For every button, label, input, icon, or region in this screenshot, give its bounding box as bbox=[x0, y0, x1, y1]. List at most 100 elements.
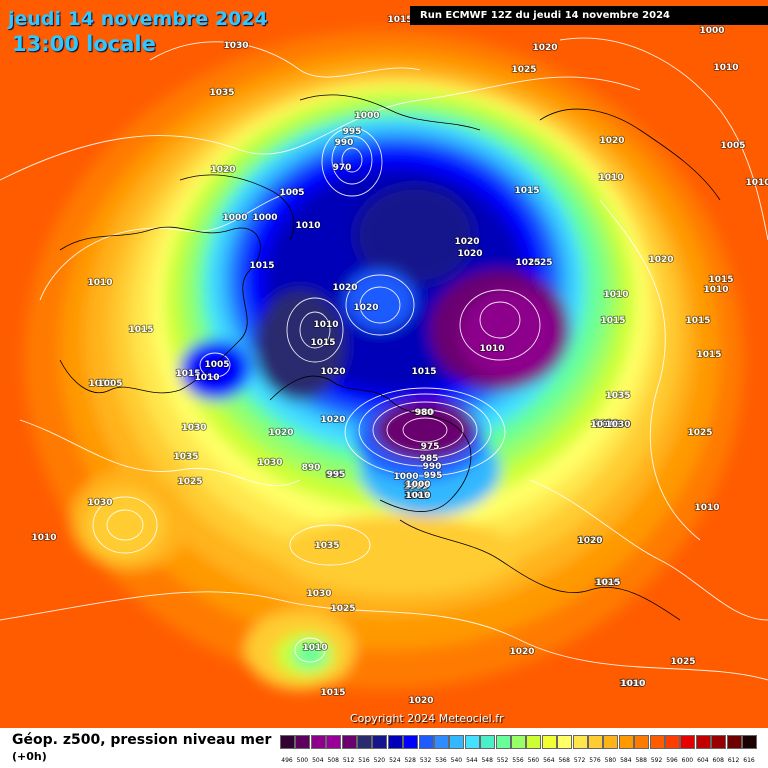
pressure-label: 1020 bbox=[594, 578, 619, 588]
pressure-label: 1025 bbox=[670, 657, 695, 667]
legend-tick-label: 504 bbox=[312, 757, 324, 764]
legend-swatch bbox=[711, 735, 727, 749]
pressure-label: 980 bbox=[416, 408, 435, 418]
legend-tick-label: 560 bbox=[527, 757, 540, 764]
pressure-label: 1010 bbox=[295, 221, 320, 231]
z500-shading bbox=[24, 30, 744, 690]
legend-tick-label: 512 bbox=[342, 757, 355, 764]
pressure-label: 1000 bbox=[354, 111, 379, 121]
legend-tick-label: 496 bbox=[281, 757, 293, 764]
pressure-label: 1025 bbox=[330, 604, 355, 614]
pressure-label: 1010 bbox=[694, 503, 719, 513]
pressure-label: 980 bbox=[415, 408, 434, 418]
legend-swatch bbox=[634, 735, 650, 749]
legend-swatch bbox=[557, 735, 573, 749]
legend-swatch bbox=[357, 735, 372, 749]
legend-tick-label: 572 bbox=[573, 757, 586, 764]
pressure-label: 1005 bbox=[403, 482, 428, 492]
pressure-label: 1010 bbox=[87, 278, 112, 288]
pressure-label: 995 bbox=[343, 127, 362, 137]
pressure-label: 1025 bbox=[515, 258, 540, 268]
legend-swatch bbox=[649, 735, 665, 749]
pressure-label: 970 bbox=[333, 163, 352, 173]
pressure-label: 1030 bbox=[257, 458, 282, 468]
legend-tick-label: 532 bbox=[419, 757, 432, 764]
pressure-label: 1030 bbox=[223, 41, 248, 51]
footer-subtitle: (+0h) bbox=[12, 750, 47, 763]
pressure-label: 1030 bbox=[605, 420, 630, 430]
pressure-label: 1020 bbox=[332, 283, 357, 293]
legend-tick-label: 584 bbox=[620, 757, 632, 764]
legend-swatch bbox=[280, 735, 295, 749]
pressure-label: 1015 bbox=[600, 316, 625, 326]
legend-swatch bbox=[310, 735, 326, 749]
pressure-label: 1015 bbox=[249, 261, 274, 271]
run-label: Run ECMWF 12Z du jeudi 14 novembre 2024 bbox=[410, 6, 768, 25]
pressure-label: 1020 bbox=[320, 367, 345, 377]
pressure-label: 1035 bbox=[605, 391, 630, 401]
pressure-label: 1000 bbox=[393, 472, 418, 482]
pressure-label: 1020 bbox=[532, 43, 557, 53]
legend-tick-label: 568 bbox=[558, 757, 570, 764]
copyright: Copyright 2024 Meteociel.fr bbox=[350, 712, 504, 725]
pressure-label: 1035 bbox=[209, 88, 234, 98]
legend-swatch bbox=[495, 735, 511, 749]
legend-tick-label: 576 bbox=[589, 757, 601, 764]
legend-swatch bbox=[618, 735, 634, 749]
legend-swatch bbox=[742, 735, 757, 749]
legend-swatch bbox=[572, 735, 588, 749]
pressure-label: 995 bbox=[327, 470, 346, 480]
pressure-label: 1020 bbox=[210, 165, 235, 175]
legend-tick-label: 552 bbox=[496, 757, 509, 764]
pressure-label: 1030 bbox=[306, 589, 331, 599]
pressure-label: 1010 bbox=[593, 419, 618, 429]
pressure-label: 1015 bbox=[696, 350, 721, 360]
legend-swatch bbox=[341, 735, 357, 749]
legend-tick-label: 544 bbox=[466, 757, 478, 764]
pressure-label: 1000 bbox=[699, 26, 724, 36]
legend-swatch bbox=[295, 735, 311, 749]
pressure-label: 1005 bbox=[204, 360, 229, 370]
pressure-label: 1010 bbox=[313, 320, 338, 330]
pressure-label: 1030 bbox=[181, 423, 206, 433]
pressure-label: 1010 bbox=[404, 491, 429, 501]
pressure-label: 1020 bbox=[457, 249, 482, 259]
legend-tick-label: 524 bbox=[389, 757, 401, 764]
legend-tick-label: 596 bbox=[666, 757, 678, 764]
legend-tick-label: 536 bbox=[435, 757, 447, 764]
pressure-label: 1025 bbox=[687, 428, 712, 438]
pressure-label: 890 bbox=[302, 463, 321, 473]
title-time: 13:00 locale bbox=[12, 32, 156, 56]
legend-tick-label: 520 bbox=[373, 757, 386, 764]
legend-tick-label: 600 bbox=[681, 757, 694, 764]
isobars bbox=[0, 37, 768, 681]
pressure-label: 1025 bbox=[527, 258, 552, 268]
pressure-label: 1020 bbox=[353, 303, 378, 313]
pressure-label: 1035 bbox=[173, 452, 198, 462]
pressure-label: 995 bbox=[326, 470, 345, 480]
pressure-label: 1020 bbox=[454, 237, 479, 247]
legend-tick-label: 588 bbox=[635, 757, 647, 764]
pressure-label: 1010 bbox=[405, 491, 430, 501]
legend-swatch bbox=[511, 735, 526, 749]
legend-swatch bbox=[403, 735, 419, 749]
legend-swatch bbox=[665, 735, 680, 749]
pressure-label: 995 bbox=[424, 471, 443, 481]
legend-tick-label: 592 bbox=[650, 757, 663, 764]
pressure-label: 1010 bbox=[713, 63, 738, 73]
pressure-label: 1005 bbox=[279, 188, 304, 198]
pressure-label: 1000 bbox=[252, 213, 277, 223]
pressure-label: 1015 bbox=[708, 275, 733, 285]
legend-tick-label: 616 bbox=[743, 757, 755, 764]
pressure-label: 1015 bbox=[387, 15, 412, 25]
legend-swatch bbox=[588, 735, 603, 749]
pressure-label: 1025 bbox=[177, 477, 202, 487]
legend-tick-label: 612 bbox=[727, 757, 740, 764]
footer-title: Géop. z500, pression niveau mer bbox=[12, 732, 272, 748]
pressure-label: 1020 bbox=[599, 136, 624, 146]
pressure-label: 1015 bbox=[577, 536, 602, 546]
pressure-label: 1000 bbox=[222, 213, 247, 223]
pressure-label: 1020 bbox=[509, 647, 534, 657]
pressure-label: 1015 bbox=[595, 578, 620, 588]
